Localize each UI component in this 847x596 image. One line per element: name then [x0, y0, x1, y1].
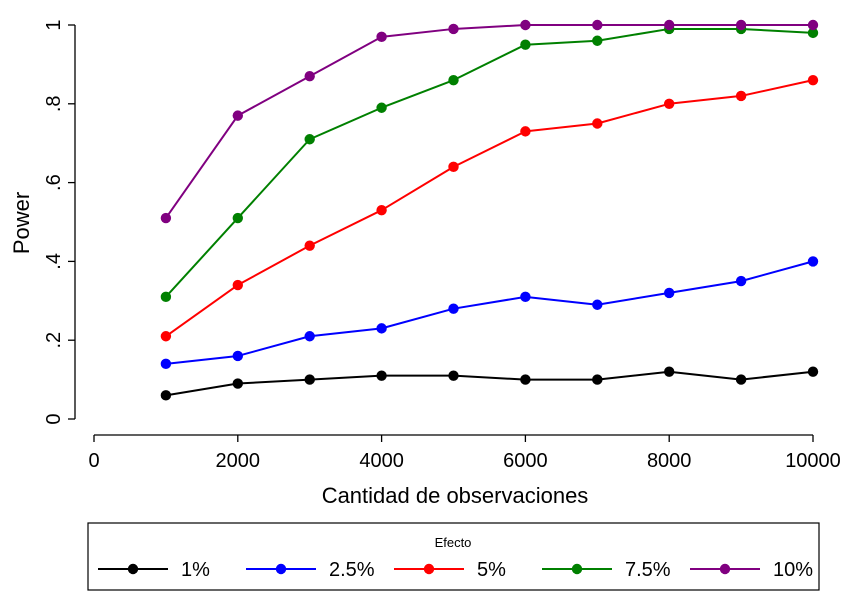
series-line: [165, 27, 814, 298]
series-line: [165, 24, 813, 219]
data-point: [448, 23, 459, 35]
y-tick-label: 1: [43, 19, 65, 30]
data-point: [160, 331, 172, 342]
x-tick-label: 6000: [503, 450, 548, 472]
legend-title: Efecto: [435, 535, 472, 550]
data-point: [592, 299, 603, 310]
series-line: [165, 260, 814, 365]
series-1: [160, 256, 819, 370]
x-tick-label: 2000: [216, 450, 261, 472]
data-point: [592, 118, 603, 129]
series-3: [160, 23, 819, 303]
data-point: [304, 240, 315, 251]
x-tick-label: 10000: [785, 450, 841, 472]
data-point: [592, 374, 603, 385]
legend-box: [87, 522, 820, 591]
data-point: [160, 390, 172, 401]
legend-items: 1% 2.5% 5% 7.5% 10%: [98, 559, 813, 581]
series-4: [160, 19, 819, 224]
data-point: [735, 90, 747, 102]
axes: 0 .2 .4 .6 .8 1 0 2000 4000 6000 8000 10000: [43, 19, 841, 472]
legend-label: 5%: [477, 559, 506, 581]
data-point: [807, 27, 819, 39]
data-point: [664, 287, 675, 299]
legend: Efecto 1% 2.5% 5% 7.5% 10%: [87, 522, 820, 591]
legend-marker: [275, 563, 287, 575]
data-point: [664, 98, 675, 110]
x-tick-label: 0: [88, 450, 99, 472]
legend-marker: [423, 563, 435, 575]
data-point: [520, 39, 531, 50]
data-point: [304, 374, 315, 385]
data-point: [160, 358, 172, 370]
legend-marker: [127, 563, 139, 575]
data-point: [376, 102, 387, 113]
data-point: [232, 110, 243, 121]
series-0: [160, 366, 819, 401]
data-point: [160, 291, 172, 303]
data-point: [664, 19, 675, 31]
data-point: [592, 35, 603, 46]
data-point: [448, 161, 459, 173]
y-tick-label: .8: [43, 95, 65, 112]
data-point: [448, 74, 459, 86]
y-tick-label: .6: [43, 174, 65, 191]
data-point: [304, 71, 315, 82]
data-point: [735, 19, 747, 31]
legend-label: 10%: [773, 559, 813, 581]
plot-series: [160, 19, 819, 401]
x-axis-title: Cantidad de observaciones: [322, 483, 589, 508]
data-point: [232, 378, 243, 389]
data-point: [376, 323, 387, 334]
data-point: [520, 19, 531, 31]
data-point: [304, 134, 315, 145]
data-point: [304, 331, 315, 342]
legend-label: 2.5%: [329, 559, 375, 581]
legend-marker: [719, 563, 731, 575]
series-line: [165, 370, 814, 397]
legend-item: 1%: [98, 559, 210, 581]
data-point: [520, 126, 531, 137]
data-point: [232, 212, 243, 224]
data-point: [520, 374, 531, 385]
data-point: [448, 370, 459, 381]
data-point: [448, 303, 459, 314]
series-line: [165, 79, 814, 338]
legend-marker: [571, 563, 583, 575]
data-point: [664, 366, 675, 377]
y-tick-label: .2: [43, 332, 65, 349]
y-tick-label: 0: [43, 413, 65, 424]
data-point: [160, 212, 172, 224]
data-point: [807, 256, 819, 267]
legend-label: 7.5%: [625, 559, 671, 581]
legend-item: 2.5%: [246, 559, 375, 581]
legend-label: 1%: [181, 559, 210, 581]
legend-item: 5%: [394, 559, 506, 581]
y-axis-title: Power: [9, 192, 34, 254]
data-point: [376, 204, 387, 216]
data-point: [376, 370, 387, 381]
data-point: [520, 291, 531, 303]
data-point: [807, 366, 819, 377]
legend-item: 10%: [690, 559, 813, 581]
data-point: [592, 19, 603, 31]
data-point: [232, 350, 243, 362]
data-point: [735, 275, 747, 287]
data-point: [735, 374, 747, 385]
x-tick-label: 4000: [359, 450, 404, 472]
y-tick-label: .4: [43, 253, 65, 270]
data-point: [376, 31, 387, 43]
data-point: [232, 279, 243, 291]
x-tick-label: 8000: [647, 450, 692, 472]
data-point: [807, 19, 819, 31]
data-point: [807, 74, 819, 86]
legend-item: 7.5%: [542, 559, 671, 581]
series-2: [160, 74, 819, 342]
